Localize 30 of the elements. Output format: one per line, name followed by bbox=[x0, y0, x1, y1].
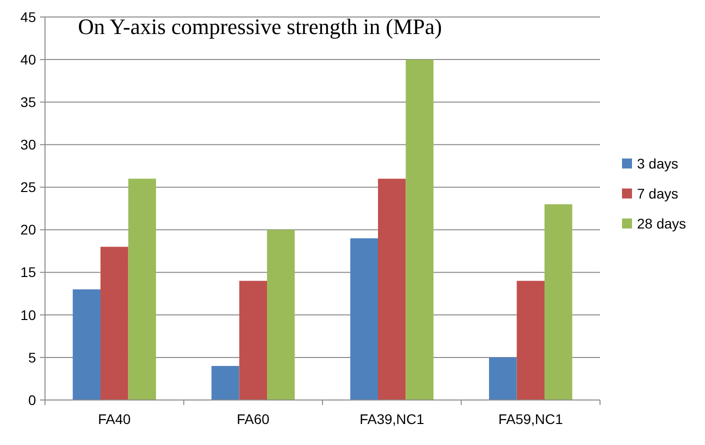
bar bbox=[239, 280, 267, 400]
bar bbox=[489, 357, 517, 400]
y-tick-label: 15 bbox=[20, 264, 36, 280]
bar bbox=[378, 178, 406, 400]
chart-title: On Y-axis compressive strength in (MPa) bbox=[78, 14, 442, 39]
y-tick-label: 0 bbox=[28, 392, 36, 408]
y-tick-label: 10 bbox=[20, 306, 36, 323]
bar bbox=[267, 230, 295, 400]
x-tick-label: FA60 bbox=[236, 411, 270, 427]
y-tick-label: 45 bbox=[20, 8, 36, 25]
y-tick-label: 20 bbox=[20, 222, 36, 238]
bar bbox=[212, 366, 240, 400]
bar bbox=[72, 289, 100, 400]
y-tick-label: 5 bbox=[28, 349, 36, 366]
legend-label: 28 days bbox=[637, 215, 686, 232]
bar bbox=[128, 178, 156, 400]
bar bbox=[350, 238, 378, 400]
bar bbox=[100, 246, 128, 400]
y-tick-label: 30 bbox=[20, 136, 36, 153]
legend-label: 7 days bbox=[637, 185, 678, 202]
bar bbox=[406, 60, 434, 400]
bar bbox=[544, 204, 572, 400]
x-tick-label: FA59,NC1 bbox=[498, 411, 564, 427]
y-tick-label: 40 bbox=[20, 51, 36, 68]
bar bbox=[516, 280, 544, 400]
legend-label: 3 days bbox=[637, 155, 678, 172]
x-tick-label: FA40 bbox=[98, 411, 131, 427]
y-tick-label: 25 bbox=[20, 179, 36, 196]
x-tick-label: FA39,NC1 bbox=[360, 411, 424, 427]
y-tick-label: 35 bbox=[20, 94, 36, 110]
